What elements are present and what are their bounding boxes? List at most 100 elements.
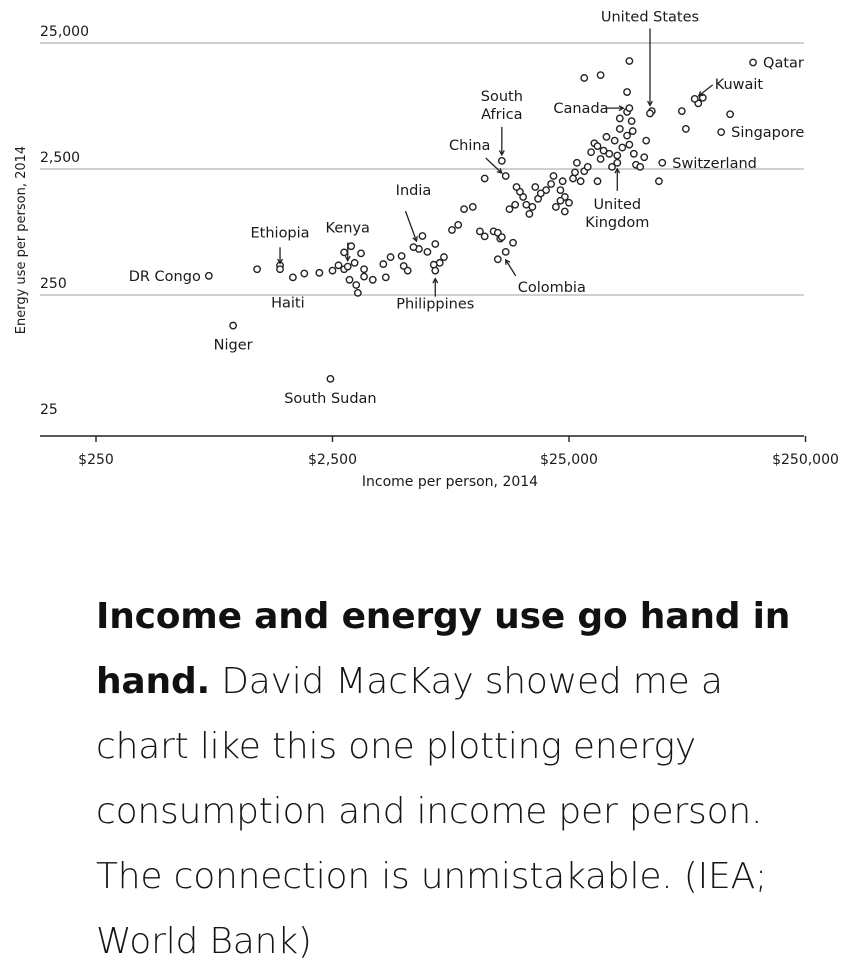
data-point — [300, 269, 309, 278]
data-point — [583, 162, 592, 171]
point-label: Canada — [553, 101, 608, 117]
data-point — [399, 262, 408, 270]
data-point — [547, 180, 555, 188]
point-label: Colombia — [518, 280, 586, 296]
data-point — [440, 253, 448, 261]
data-point — [448, 226, 456, 234]
data-point — [403, 266, 412, 275]
data-point — [315, 268, 324, 277]
point-label: United Kingdom — [585, 197, 649, 231]
data-point — [602, 132, 611, 141]
data-point — [625, 57, 634, 65]
y-tick-label: 25 — [40, 402, 58, 418]
data-point — [511, 200, 520, 209]
data-point — [615, 114, 624, 123]
data-point — [531, 183, 540, 191]
data-point — [636, 162, 645, 171]
data-point — [528, 203, 537, 211]
data-point — [576, 177, 585, 186]
data-point — [352, 281, 361, 289]
data-point — [556, 186, 565, 195]
data-point — [431, 240, 440, 248]
arrowhead — [697, 91, 704, 97]
y-tick-label: 2,500 — [40, 150, 80, 166]
data-point — [536, 189, 545, 198]
data-point — [509, 238, 517, 247]
caption-body: David MacKay showed me a chart like this… — [96, 661, 767, 962]
data-point — [580, 74, 589, 82]
data-point — [229, 321, 238, 330]
data-point — [288, 273, 297, 282]
y-tick-label: 250 — [40, 276, 67, 292]
arrowhead — [647, 100, 653, 107]
data-point — [625, 140, 634, 149]
point-label: Qatar — [763, 56, 804, 72]
data-point — [326, 374, 335, 383]
point-label: Haiti — [271, 295, 305, 311]
data-point — [625, 104, 634, 113]
arrowhead — [277, 258, 284, 265]
data-point — [677, 107, 686, 116]
data-point — [629, 149, 638, 158]
data-point — [623, 88, 631, 96]
arrowhead — [498, 150, 505, 157]
data-point — [655, 177, 663, 186]
data-point — [596, 155, 605, 163]
data-point — [423, 247, 432, 256]
data-point — [596, 71, 605, 80]
x-axis: $250 $2,500 $25,000 $250,000 — [40, 435, 839, 468]
data-point — [501, 172, 510, 180]
annotation-arrow — [485, 157, 503, 174]
data-point — [571, 168, 579, 177]
y-tick-label: 25,000 — [40, 24, 89, 40]
data-point — [593, 142, 602, 150]
point-label: China — [449, 138, 490, 154]
data-point — [418, 232, 427, 240]
data-point — [690, 95, 699, 103]
data-point — [605, 149, 614, 158]
data-point — [565, 198, 573, 207]
point-label: Switzerland — [672, 156, 757, 172]
annotation-arrows — [277, 28, 714, 297]
data-point — [480, 232, 489, 241]
data-point — [343, 262, 352, 271]
annotation-arrow — [404, 210, 418, 242]
arrowhead — [432, 277, 439, 284]
caption-lead: Income and energy use go hand in hand. — [96, 596, 791, 702]
point-label: South Sudan — [284, 391, 376, 407]
data-point — [493, 255, 502, 264]
point-label: Niger — [214, 338, 253, 354]
data-point — [480, 174, 489, 183]
data-point — [618, 143, 627, 152]
data-point — [658, 158, 667, 167]
grid-lines — [40, 42, 804, 296]
point-label: Ethiopia — [251, 225, 310, 241]
data-point — [613, 158, 622, 167]
data-point — [512, 183, 521, 191]
x-tick-label: $250 — [78, 452, 114, 468]
data-point — [345, 275, 354, 284]
data-point — [501, 247, 510, 256]
data-point — [204, 271, 213, 280]
data-point — [573, 158, 581, 167]
data-point — [642, 136, 651, 145]
data-point — [360, 272, 368, 281]
data-point — [368, 275, 377, 284]
data-point — [608, 162, 616, 171]
annotation-arrow — [698, 84, 714, 97]
point-labels: United States Qatar Kuwait Canada Singapore S… — [129, 9, 805, 406]
data-point — [505, 205, 514, 214]
data-point — [623, 131, 631, 140]
data-point — [646, 109, 654, 118]
data-point — [276, 265, 284, 274]
arrowhead — [614, 167, 621, 174]
arrowhead — [412, 236, 418, 243]
point-label: South Africa — [481, 89, 523, 123]
data-point — [717, 128, 726, 137]
data-point — [593, 177, 602, 186]
annotation-arrow — [505, 259, 517, 277]
figure-caption: Income and energy use go hand in hand. D… — [96, 584, 796, 974]
data-point — [409, 243, 418, 251]
data-point — [556, 196, 565, 205]
data-point — [558, 177, 567, 186]
